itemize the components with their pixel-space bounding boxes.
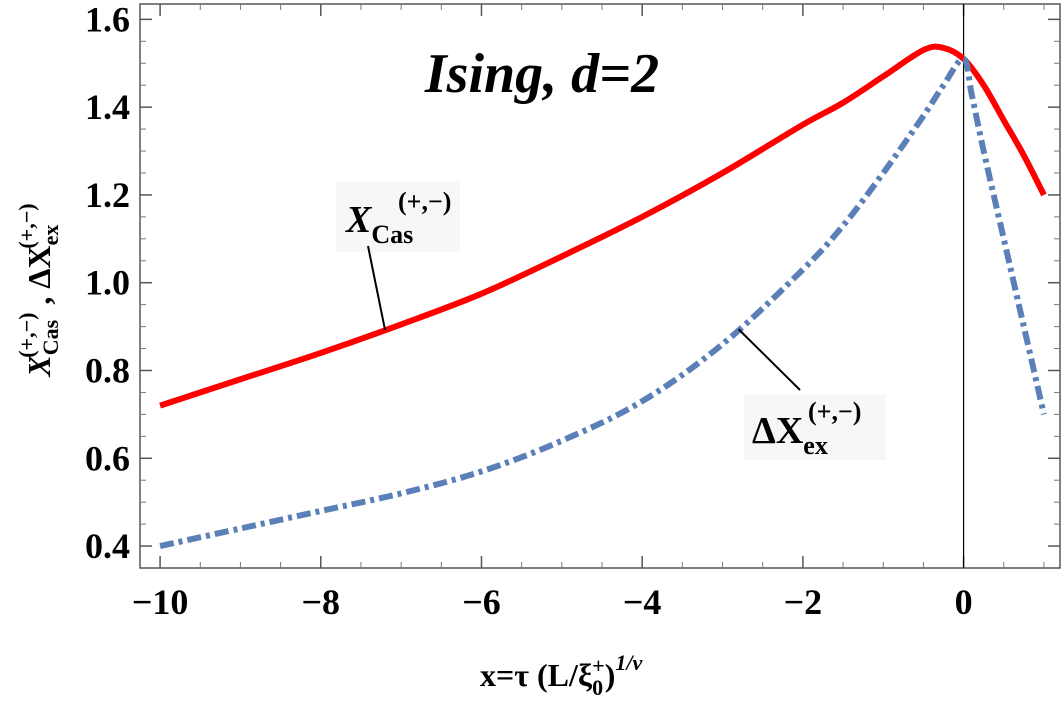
cas-annotation-label: XCas (+,−) bbox=[345, 187, 451, 249]
plot-frame bbox=[139, 3, 1061, 569]
x-tick-label: 0 bbox=[955, 582, 973, 622]
y-tick-label: 1.4 bbox=[85, 87, 130, 127]
y-label-s1-sub: Cas bbox=[38, 319, 63, 355]
cas-pointer-line bbox=[367, 245, 387, 331]
ex-annotation-label: ΔXex (+,−) bbox=[752, 397, 861, 460]
x-tick-label: −10 bbox=[132, 582, 189, 622]
x-tick-labels: −10 −8 −6 −4 −2 0 bbox=[132, 582, 973, 622]
ex-label-background bbox=[744, 394, 886, 460]
x-label-sub: 0 bbox=[592, 675, 603, 700]
series-x-cas-line bbox=[159, 43, 1047, 409]
x-tick-label: −8 bbox=[302, 582, 341, 622]
y-tick-label: 0.8 bbox=[85, 350, 130, 390]
x-label-sup: + bbox=[592, 653, 605, 678]
cas-annotation-sup: (+,−) bbox=[398, 187, 451, 216]
y-tick-label: 1.0 bbox=[85, 263, 130, 303]
y-tick-label: 1.6 bbox=[85, 0, 130, 39]
x-axis-label: x=τ (L/ξ0+)1/ν bbox=[480, 650, 642, 700]
x-label-tail: ) bbox=[605, 657, 616, 693]
x-tick-label: −2 bbox=[784, 582, 823, 622]
chart-title: Ising, d=2 bbox=[424, 43, 659, 105]
minor-ticks bbox=[140, 4, 1060, 568]
y-tick-labels: 0.4 0.6 0.8 1.0 1.2 1.4 1.6 bbox=[85, 0, 130, 566]
series-layer bbox=[159, 43, 1047, 549]
y-axis-label: XCas(+,−) , ΔXex(+,−) bbox=[14, 203, 63, 377]
cas-label-background bbox=[336, 182, 460, 252]
y-tick-label: 1.2 bbox=[85, 175, 130, 215]
y-tick-label: 0.6 bbox=[85, 438, 130, 478]
x-tick-label: −4 bbox=[623, 582, 662, 622]
cas-annotation-sub: Cas bbox=[371, 220, 413, 249]
y-label-sep: , bbox=[21, 289, 57, 313]
y-label-s2-sup: (+,−) bbox=[14, 203, 39, 248]
x-label-exp: 1/ν bbox=[615, 650, 642, 675]
y-label-s1-sup: (+,−) bbox=[14, 313, 39, 358]
ex-annotation-sub: ex bbox=[803, 431, 828, 460]
ex-annotation-main: ΔX bbox=[752, 410, 803, 452]
ex-annotation-sup: (+,−) bbox=[808, 397, 861, 426]
x-tick-label: −6 bbox=[462, 582, 501, 622]
y-label-s2-sub: ex bbox=[38, 225, 63, 246]
cas-annotation-main: X bbox=[345, 199, 373, 241]
major-ticks bbox=[140, 4, 1060, 568]
x-label-main: x=τ (L/ξ bbox=[480, 657, 593, 693]
y-label-s1-main: X bbox=[21, 355, 57, 378]
y-tick-label: 0.4 bbox=[85, 526, 130, 566]
ex-pointer-line bbox=[737, 328, 801, 391]
series-delta-x-ex-line bbox=[159, 55, 1047, 549]
y-label-s2-main: ΔX bbox=[21, 245, 57, 288]
